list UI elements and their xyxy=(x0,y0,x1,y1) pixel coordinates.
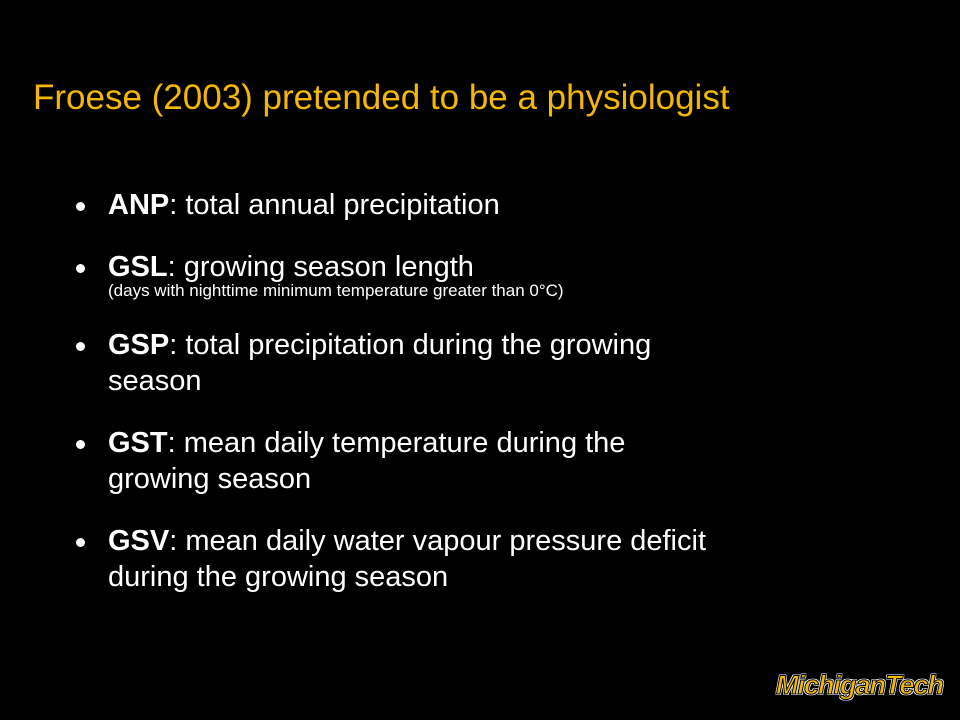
bullet-item: GSL: growing season length (days with nig… xyxy=(76,249,960,301)
bullet-item: GST: mean daily temperature during the gr… xyxy=(76,425,960,497)
bullet-text: : mean daily temperature during the xyxy=(167,427,626,459)
bullet-text: growing season xyxy=(108,463,312,495)
bullet-line: season xyxy=(108,363,960,399)
bullet-text: : total precipitation during the growing xyxy=(169,329,652,361)
bullet-item: ANP: total annual precipitation xyxy=(76,187,960,223)
logo: MichiganTech xyxy=(775,670,944,701)
bullet-term: GSV xyxy=(108,525,170,557)
bullet-term: ANP xyxy=(108,189,170,221)
bullet-text: : growing season length xyxy=(167,251,474,283)
bullet-text: : total annual precipitation xyxy=(169,189,500,221)
bullet-text: during the growing season xyxy=(108,561,449,593)
bullet-line: GST: mean daily temperature during the xyxy=(108,425,960,461)
slide-title: Froese (2003) pretended to be a physiolo… xyxy=(33,78,730,117)
bullet-line: during the growing season xyxy=(108,559,960,595)
bullet-dot xyxy=(76,440,85,449)
bullet-item: GSP: total precipitation during the grow… xyxy=(76,327,960,399)
bullet-dot xyxy=(76,538,85,547)
bullet-line: GSV: mean daily water vapour pressure de… xyxy=(108,523,960,559)
bullet-term: GSL xyxy=(108,251,168,283)
bullet-line: ANP: total annual precipitation xyxy=(108,187,960,223)
bullet-list: ANP: total annual precipitation GSL: grow… xyxy=(0,187,960,621)
bullet-line: GSP: total precipitation during the grow… xyxy=(108,327,960,363)
bullet-dot xyxy=(76,342,85,351)
bullet-term: GST xyxy=(108,427,168,459)
bullet-dot xyxy=(76,264,85,273)
bullet-term: GSP xyxy=(108,329,170,361)
bullet-dot xyxy=(76,202,85,211)
bullet-line: GSL: growing season length xyxy=(108,249,960,285)
bullet-text: : mean daily water vapour pressure defic… xyxy=(169,525,707,557)
bullet-note: (days with nighttime minimum temperature… xyxy=(108,281,564,300)
bullet-item: GSV: mean daily water vapour pressure de… xyxy=(76,523,960,595)
bullet-line: growing season xyxy=(108,461,960,497)
bullet-text: season xyxy=(108,365,202,397)
